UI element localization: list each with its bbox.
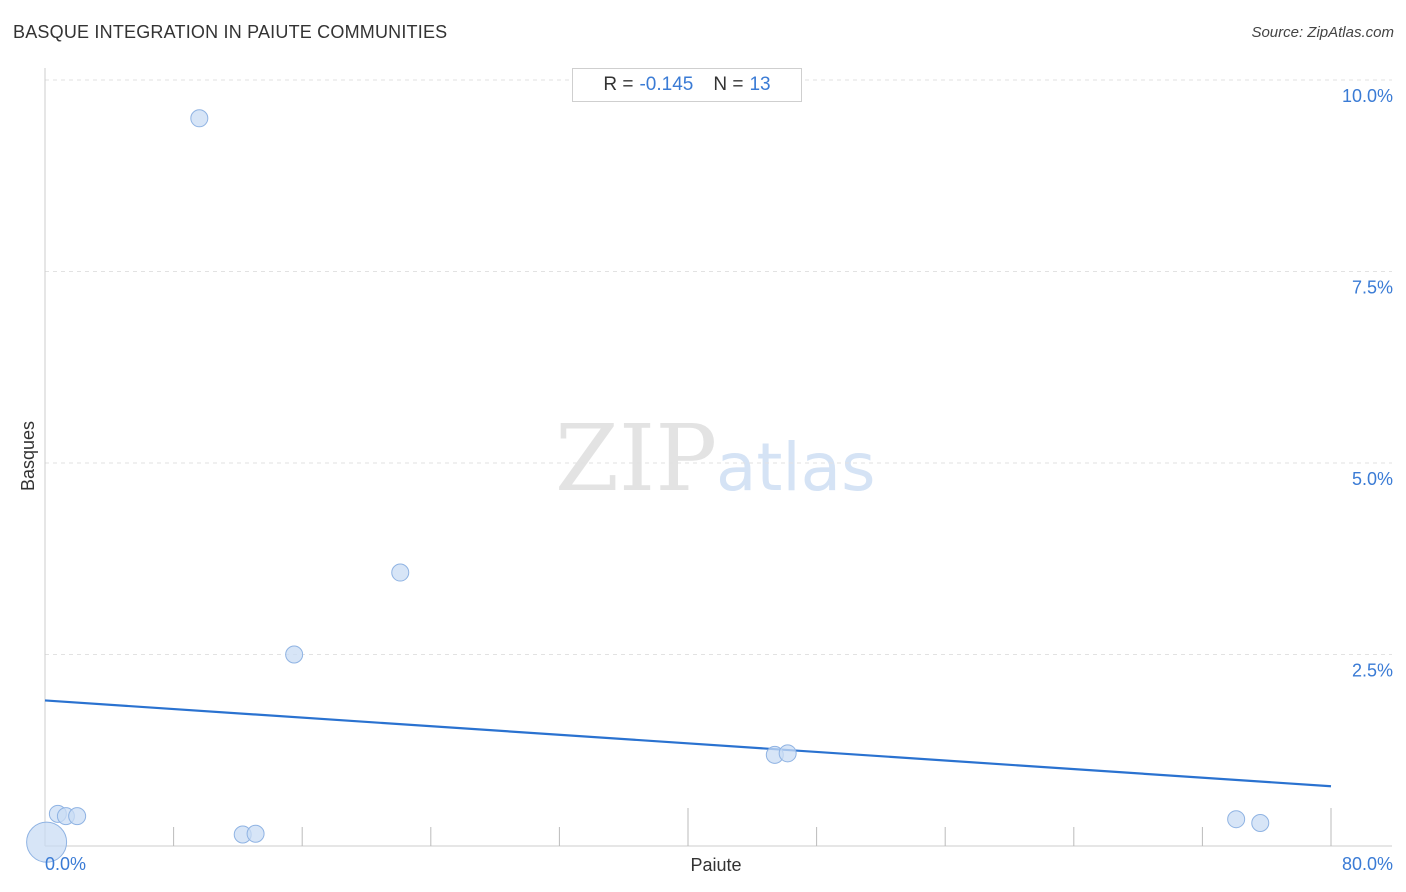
correlation-box: R = -0.145 N = 13 bbox=[572, 68, 802, 102]
x-tick-label-min: 0.0% bbox=[45, 854, 86, 874]
data-point-8 bbox=[391, 563, 410, 582]
data-point-7 bbox=[285, 645, 304, 664]
watermark-zip: ZIP bbox=[555, 405, 717, 512]
data-point-0 bbox=[26, 821, 68, 863]
data-point-3 bbox=[68, 807, 87, 826]
y-tick-label-2: 5.0% bbox=[1352, 469, 1393, 489]
chart-title: BASQUE INTEGRATION IN PAIUTE COMMUNITIES bbox=[13, 22, 448, 42]
y-tick-label-1: 7.5% bbox=[1352, 278, 1393, 298]
data-point-10 bbox=[778, 744, 797, 763]
source-credit: Source: ZipAtlas.com bbox=[1251, 24, 1394, 41]
data-point-4 bbox=[190, 109, 209, 128]
r-value: -0.145 bbox=[639, 74, 694, 95]
y-tick-label-0: 10.0% bbox=[1342, 86, 1393, 106]
y-axis-title: Basques bbox=[18, 421, 38, 491]
x-tick-label-max: 80.0% bbox=[1342, 854, 1393, 874]
axes bbox=[44, 68, 1392, 847]
data-point-6 bbox=[246, 824, 265, 843]
data-points bbox=[26, 109, 1270, 863]
grid-lines bbox=[45, 79, 1392, 655]
data-point-12 bbox=[1251, 814, 1270, 833]
data-point-11 bbox=[1227, 810, 1246, 829]
x-axis-title: Paiute bbox=[690, 855, 741, 875]
watermark: ZIP atlas bbox=[555, 405, 876, 512]
trend-line bbox=[44, 699, 1332, 788]
y-tick-label-3: 2.5% bbox=[1352, 661, 1393, 681]
trend-line-group bbox=[44, 699, 1332, 788]
n-value: 13 bbox=[749, 74, 771, 95]
watermark-atlas: atlas bbox=[716, 429, 876, 506]
axis-labels: 10.0% 7.5% 5.0% 2.5% 0.0% 80.0% Paiute Basques bbox=[18, 86, 1393, 875]
n-label: N = bbox=[713, 74, 744, 95]
r-label: R = bbox=[603, 74, 634, 95]
